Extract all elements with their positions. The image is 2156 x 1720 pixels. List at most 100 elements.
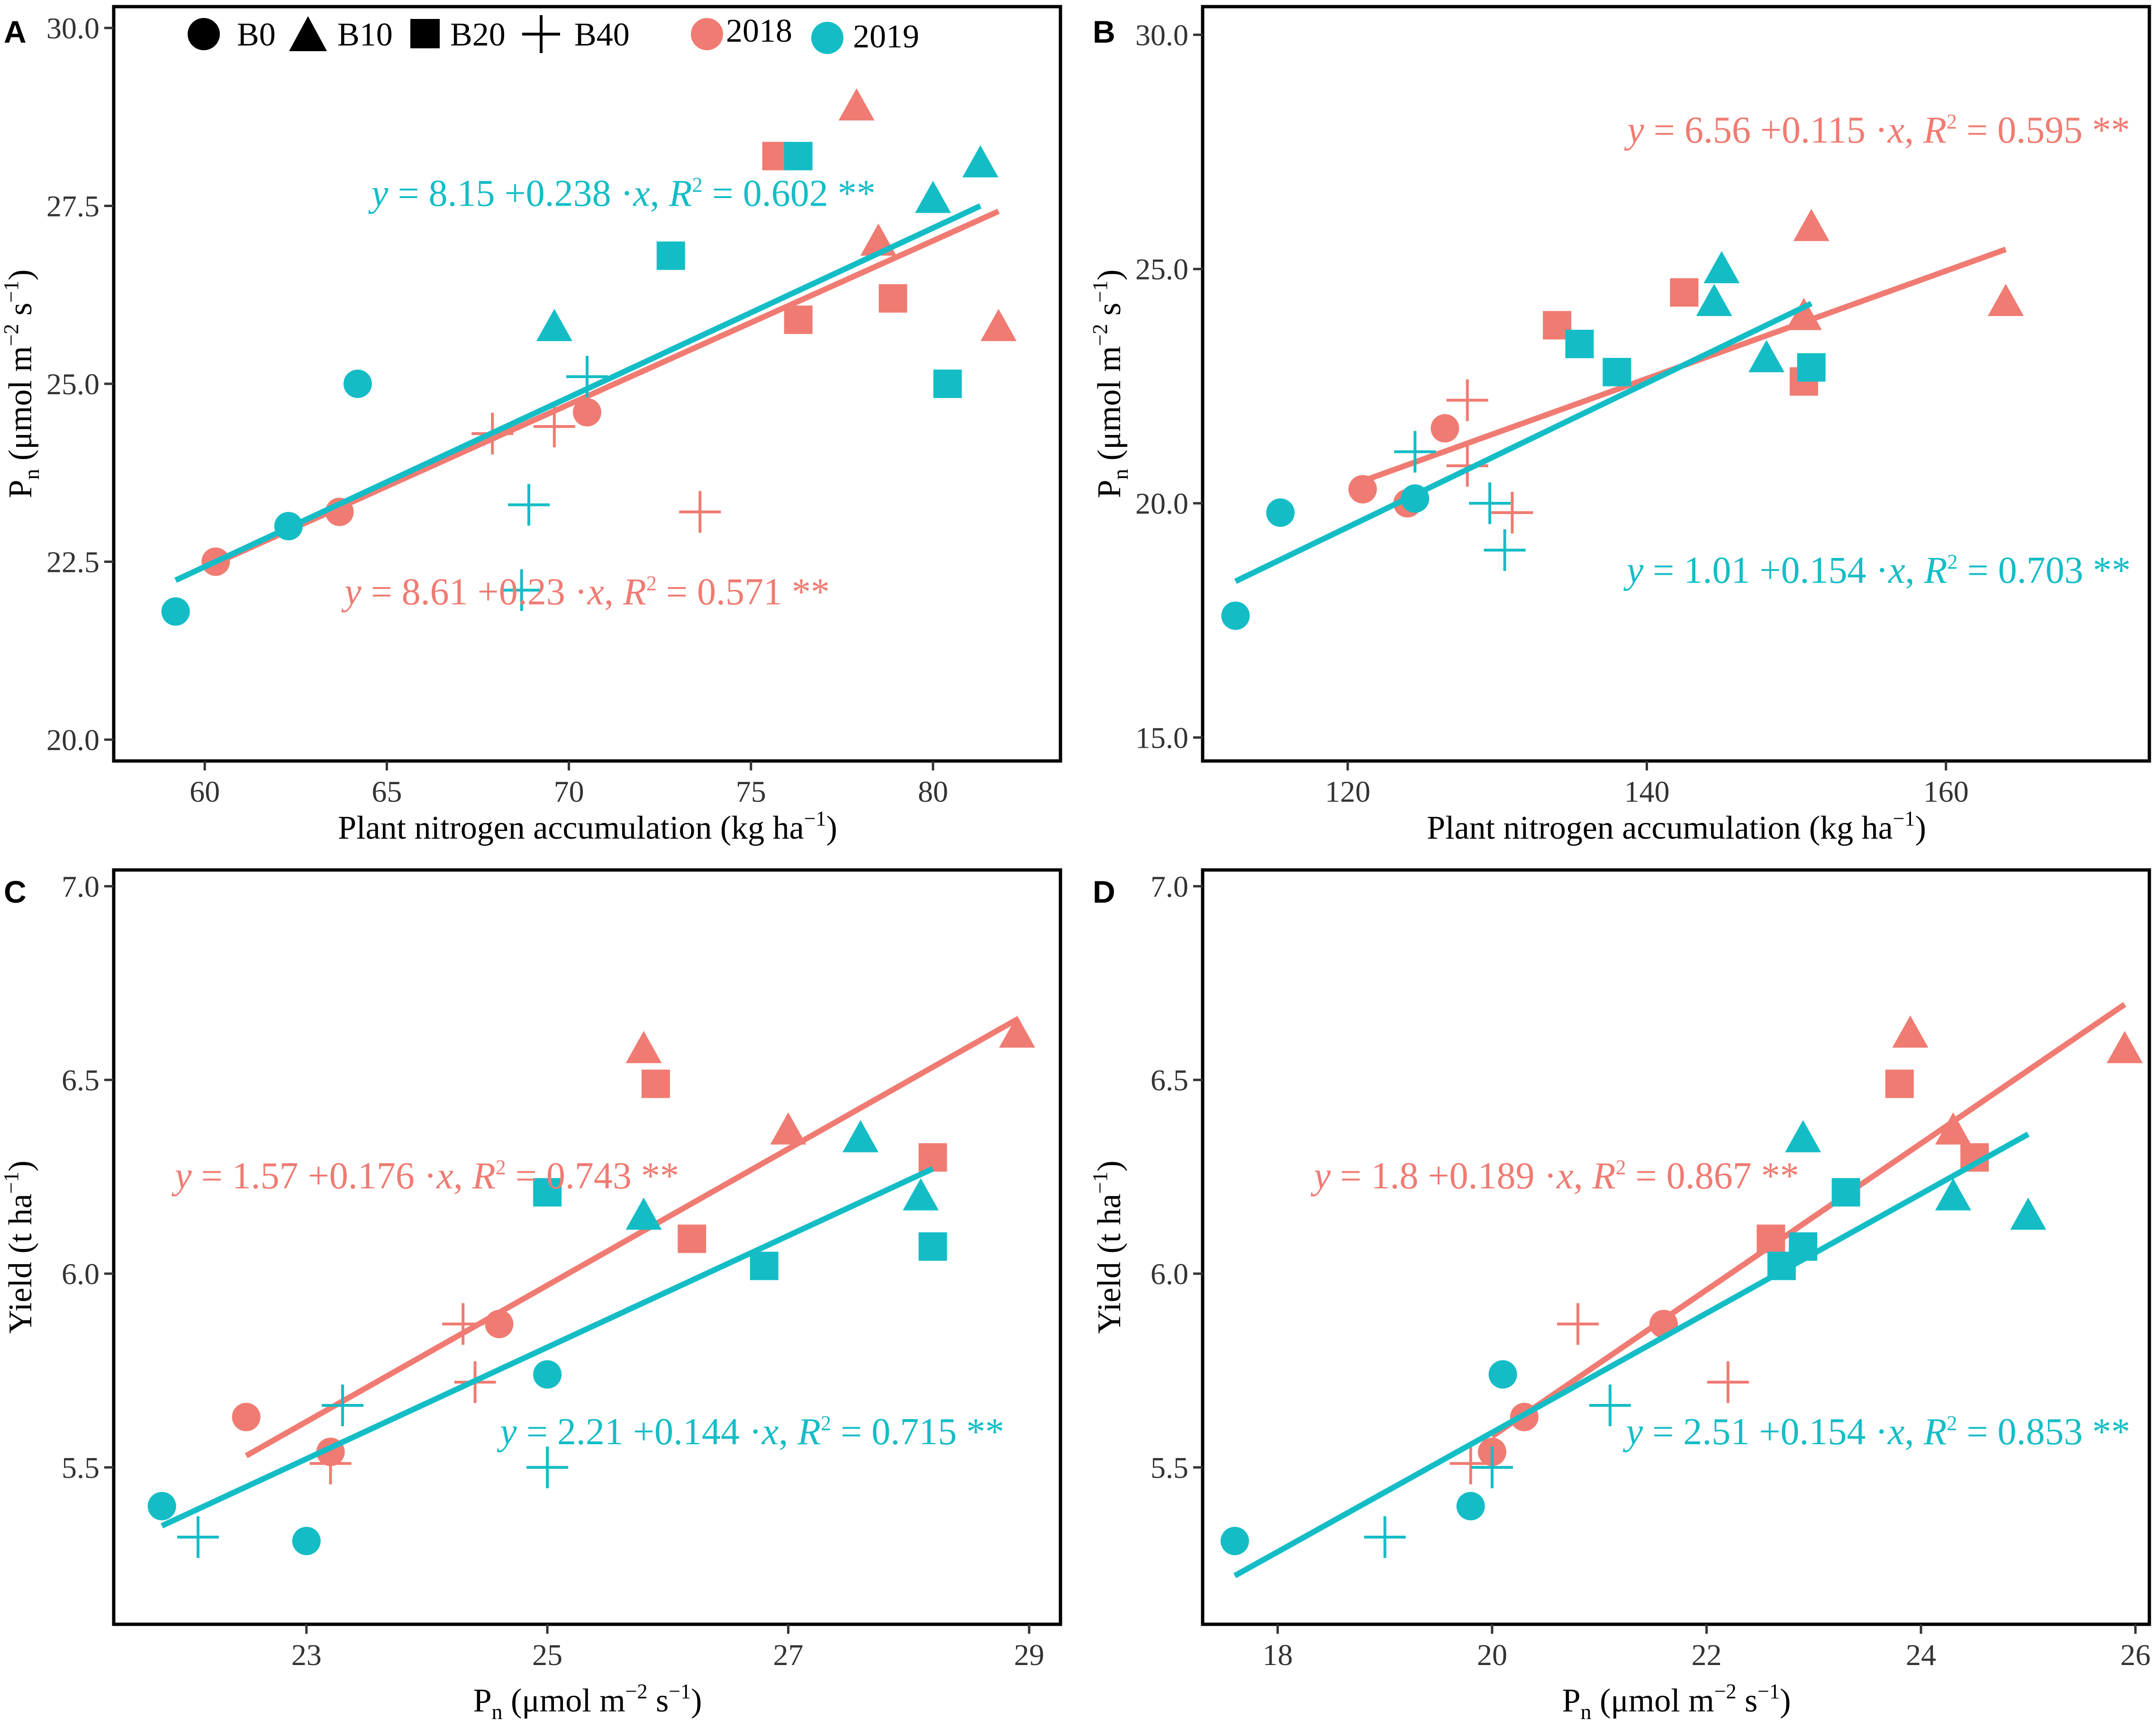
- regression-equation-label: y = 8.61 +0.23 ·x, R2 = 0.571 **: [341, 571, 830, 613]
- y-tick-label: 27.5: [46, 190, 100, 223]
- data-point-triangle: [1785, 298, 1822, 330]
- legend-label-b40: B40: [574, 17, 630, 53]
- data-point-triangle: [625, 1031, 662, 1063]
- x-tick-label: 22: [1691, 1638, 1721, 1672]
- panel-a-plot: 60 65 70 75 80 20.0 22.5 25.0 27.5 30.0 y = 8.15 +…: [46, 11, 1017, 808]
- data-point-square: [641, 1069, 670, 1098]
- regression-line-2018: [1490, 1002, 2127, 1439]
- legend-item-b0: B0: [188, 17, 276, 53]
- y-tick-label: 25.0: [1135, 253, 1188, 286]
- x-tick-label: 27: [773, 1638, 804, 1672]
- data-point-triangle: [1785, 1120, 1821, 1152]
- y-tick-label: 15.0: [1135, 721, 1188, 755]
- legend-item-b20: B20: [410, 17, 506, 53]
- panel-c: C 23 25 27 29 5.5 6.0 6.5 7.0 y = 1.57 +0.176 ·x…: [0, 868, 1062, 1720]
- data-point-plus: [1446, 379, 1488, 421]
- panel-d-x-axis-title: Pn (μmol m−2 s−1): [1562, 1680, 1791, 1720]
- data-point-triangle: [2010, 1197, 2047, 1230]
- x-tick-label: 25: [532, 1638, 562, 1672]
- data-point-square: [1797, 353, 1826, 382]
- y-tick-label: 25.0: [46, 367, 100, 401]
- data-point-square: [784, 305, 813, 334]
- data-point-square: [1565, 329, 1594, 358]
- data-point-triangle: [2106, 1031, 2143, 1063]
- regression-equation-label: y = 1.01 +0.154 ·x, R2 = 0.703 **: [1623, 550, 2131, 591]
- data-point-plus: [679, 491, 721, 533]
- data-point-square: [918, 1143, 947, 1172]
- x-tick-label: 18: [1262, 1638, 1293, 1672]
- panel-b-y-axis-title: Pn (μmol m−2 s−1): [1088, 270, 1132, 498]
- x-tick-label: 60: [190, 775, 220, 808]
- data-point-triangle: [1892, 1015, 1929, 1048]
- data-point-square: [933, 370, 962, 398]
- data-point-circle: [161, 597, 190, 626]
- data-point-plus: [1449, 1442, 1492, 1485]
- y-tick-label: 30.0: [46, 11, 100, 45]
- x-tick-label: 20: [1477, 1638, 1507, 1672]
- data-point-circle: [1348, 475, 1377, 504]
- panel-b-label: B: [1093, 14, 1115, 49]
- regression-equation-label: y = 2.51 +0.154 ·x, R2 = 0.853 **: [1623, 1411, 2130, 1453]
- legend-label-b0: B0: [237, 17, 276, 53]
- data-point-plus: [500, 569, 543, 611]
- y-tick-label: 6.0: [1150, 1257, 1188, 1291]
- legend-label-b20: B20: [450, 17, 506, 53]
- y-tick-label: 6.0: [62, 1257, 100, 1291]
- x-tick-label: 75: [736, 775, 766, 808]
- panel-a-y-axis-title: Pn (μmol m−2 s−1): [0, 270, 44, 498]
- data-point-circle: [232, 1403, 261, 1431]
- regression-line-2019: [1234, 301, 1813, 584]
- legend-2019-circle-icon: [811, 22, 843, 54]
- data-point-triangle: [903, 1178, 939, 1211]
- legend-2018-circle-icon: [691, 18, 723, 50]
- panel-b-frame: [1201, 5, 2151, 763]
- panel-d: D 18 20 22 24 26 5.5 6.0 6.5 7.0 y = 1.8 +0.189 ·…: [1088, 868, 2151, 1720]
- regression-equation-label: y = 8.15 +0.238 ·x, R2 = 0.602 **: [368, 173, 876, 215]
- regression-line-2019: [1233, 1132, 2030, 1578]
- data-point-circle: [1221, 601, 1250, 630]
- regression-line-2018: [214, 208, 1000, 566]
- data-point-square: [750, 1251, 779, 1280]
- data-point-square: [656, 241, 685, 270]
- panel-d-label: D: [1093, 874, 1115, 909]
- panel-a-x-axis-title: Plant nitrogen accumulation (kg ha−1): [338, 807, 837, 846]
- y-tick-label: 22.5: [46, 545, 100, 579]
- y-tick-label: 6.5: [1150, 1063, 1188, 1097]
- x-tick-label: 120: [1325, 775, 1370, 808]
- data-point-plus: [1471, 1446, 1513, 1488]
- data-point-plus: [1469, 482, 1511, 525]
- data-point-plus: [321, 1385, 363, 1427]
- data-point-plus: [1557, 1303, 1599, 1345]
- data-point-circle: [533, 1360, 562, 1389]
- data-point-triangle: [1793, 208, 1830, 241]
- data-point-triangle: [1935, 1112, 1971, 1145]
- data-point-square: [879, 284, 907, 313]
- y-tick-label: 7.0: [62, 869, 100, 903]
- panel-b-plot: 120 140 160 15.0 20.0 25.0 30.0 y = 6.56 +0.115…: [1135, 18, 2131, 808]
- data-point-triangle: [1935, 1178, 1971, 1211]
- legend-item-b10: B10: [289, 16, 393, 53]
- data-point-square: [1670, 278, 1699, 307]
- legend-label-2019: 2019: [853, 18, 919, 55]
- data-point-plus: [1484, 529, 1526, 571]
- data-point-plus: [1364, 1516, 1406, 1558]
- y-tick-label: 30.0: [1135, 18, 1188, 52]
- data-point-triangle: [1703, 251, 1740, 283]
- data-point-circle: [1220, 1527, 1249, 1556]
- x-tick-label: 65: [371, 775, 402, 808]
- legend-item-2018: 2018: [691, 13, 792, 50]
- legend-label-b10: B10: [337, 17, 393, 53]
- data-point-triangle: [625, 1197, 662, 1230]
- x-tick-label: 23: [291, 1638, 322, 1672]
- data-point-triangle: [770, 1112, 806, 1145]
- x-tick-label: 140: [1624, 775, 1669, 808]
- data-point-square: [533, 1178, 562, 1207]
- panel-c-frame: [112, 868, 1062, 1626]
- regression-equation-label: y = 1.8 +0.189 ·x, R2 = 0.867 **: [1311, 1155, 1799, 1197]
- data-point-square: [1885, 1069, 1914, 1098]
- data-point-plus: [1491, 491, 1533, 534]
- legend-circle-icon: [188, 18, 220, 50]
- data-point-triangle: [980, 308, 1017, 341]
- data-point-plus: [508, 484, 550, 526]
